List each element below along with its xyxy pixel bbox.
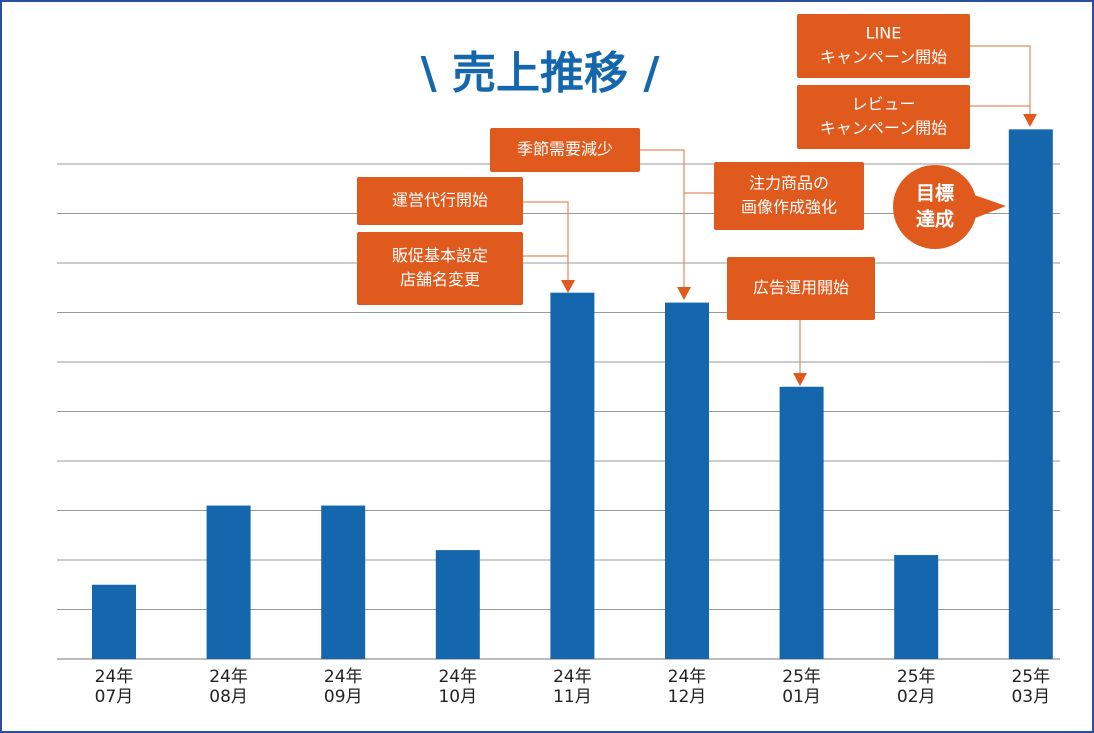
connector [970, 45, 1031, 120]
badge-text: 目標 [916, 182, 954, 205]
x-tick-label: 24年 [95, 667, 134, 687]
annotation-text: 注力商品の [749, 174, 829, 193]
annotation-text: 運営代行開始 [392, 191, 488, 210]
annotation-text: LINE [866, 24, 902, 43]
x-tick-label: 25年 [782, 667, 821, 687]
x-tick-label: 24年 [668, 667, 707, 687]
connector [523, 201, 569, 286]
annotation-text: 季節需要減少 [517, 140, 613, 159]
annotation-box [727, 257, 875, 320]
x-tick-label: 10月 [438, 687, 477, 707]
x-tick-label: 25年 [1011, 667, 1050, 687]
chart-title: \ 売上推移 / [421, 48, 661, 99]
x-tick-label: 24年 [438, 667, 477, 687]
annotation-text: 広告運用開始 [753, 278, 849, 297]
arrowhead [1023, 114, 1037, 127]
annotation-text: キャンペーン開始 [820, 48, 947, 67]
connector [640, 149, 685, 293]
x-tick-label: 02月 [897, 687, 936, 707]
bar [435, 550, 480, 659]
badge [893, 165, 977, 249]
x-tick-label: 11月 [553, 687, 592, 707]
arrowhead [561, 280, 575, 293]
x-tick-label: 03月 [1011, 687, 1050, 707]
badge-text: 達成 [916, 208, 954, 231]
annotation-box [357, 232, 523, 305]
bar [779, 386, 824, 659]
x-tick-label: 09月 [324, 687, 363, 707]
x-tick-label: 08月 [209, 687, 248, 707]
annotation-text: レビュー [851, 95, 915, 114]
arrowhead [677, 287, 691, 300]
x-tick-label: 25年 [897, 667, 936, 687]
arrowhead [793, 373, 807, 386]
x-tick-label: 12月 [668, 687, 707, 707]
annotation-box [797, 85, 970, 149]
annotation-box [357, 177, 523, 225]
bar [321, 505, 366, 659]
x-tick-label: 24年 [209, 667, 248, 687]
x-tick-label: 07月 [95, 687, 134, 707]
bar [665, 302, 709, 659]
x-tick-label: 01月 [782, 687, 821, 707]
bar [894, 555, 939, 659]
annotation-text: 店舗名変更 [400, 270, 480, 289]
bar [550, 292, 595, 659]
annotation-box [490, 128, 640, 172]
bar [92, 584, 136, 659]
annotation-text: 販促基本設定 [392, 246, 488, 265]
bar [1008, 129, 1053, 660]
annotation-text: キャンペーン開始 [820, 119, 947, 138]
x-tick-label: 24年 [324, 667, 363, 687]
x-tick-label: 24年 [553, 667, 592, 687]
bar [206, 505, 251, 659]
annotation-text: 画像作成強化 [741, 198, 837, 217]
annotation-box [714, 162, 864, 230]
annotation-box [797, 14, 970, 78]
